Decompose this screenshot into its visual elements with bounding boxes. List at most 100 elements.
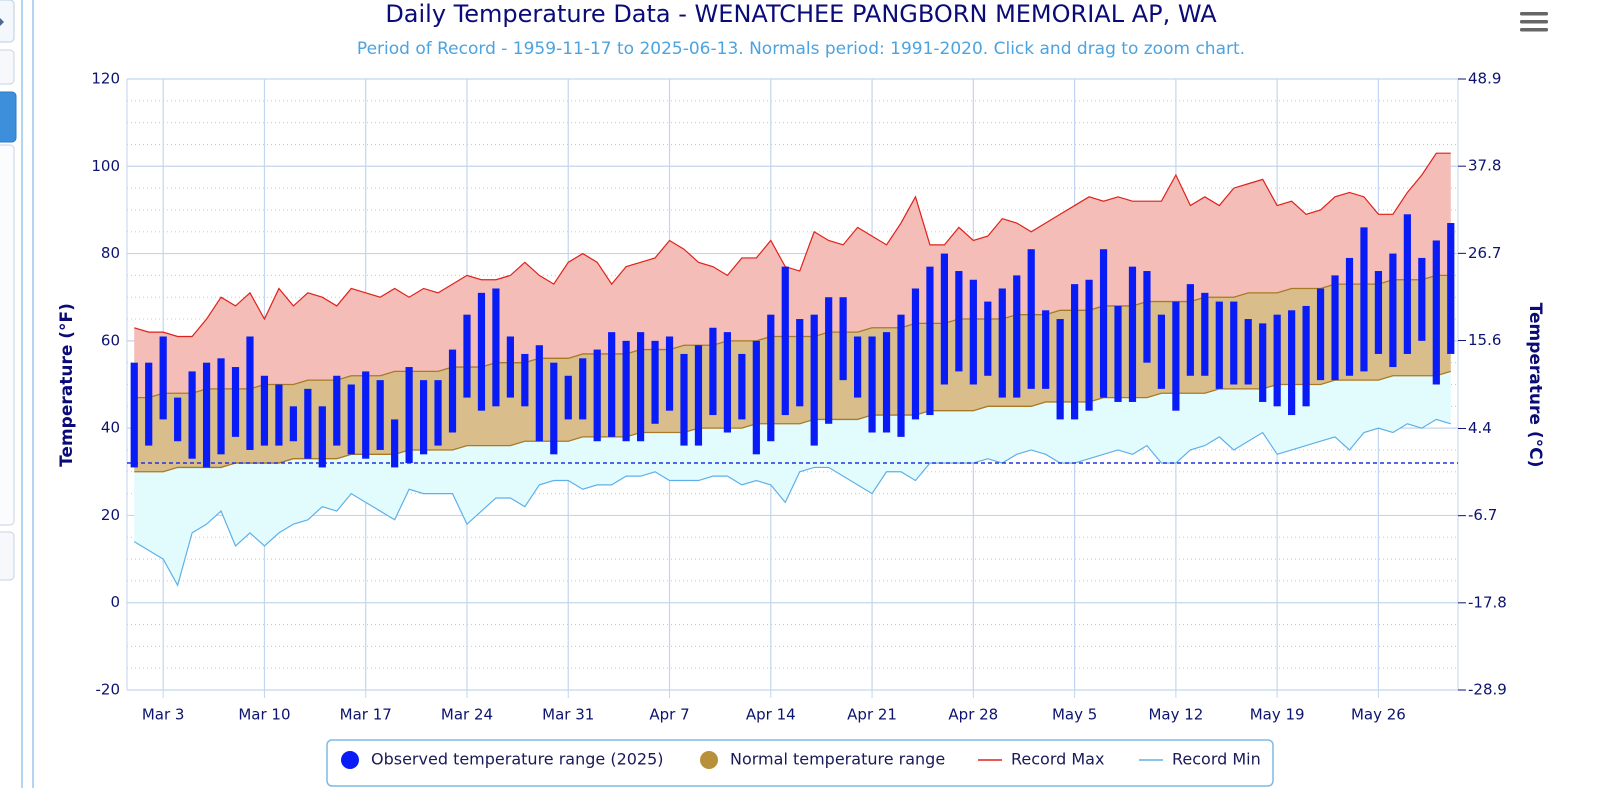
legend-label[interactable]: Record Max [1011,750,1104,769]
x-tick-label: Apr 21 [847,706,897,724]
observed-bar [1027,249,1035,389]
observed-bar [246,336,254,450]
observed-bar [796,319,804,407]
observed-bar [304,388,312,459]
panel-button[interactable] [0,531,15,581]
legend-label[interactable]: Record Min [1172,750,1261,769]
observed-bar [897,314,905,437]
record-max-line [134,152,1451,338]
chart-subtitle: Period of Record - 1959-11-17 to 2025-06… [357,39,1245,59]
observed-bar [318,406,326,468]
panel-button[interactable] [0,0,15,43]
side-panel [0,0,34,788]
observed-bar [738,353,746,420]
observed-bar [1403,214,1411,354]
observed-bar [752,340,760,455]
observed-bar [825,297,833,424]
observed-bar [260,375,269,446]
observed-bar [289,406,297,442]
observed-bar [723,332,731,433]
observed-bar [1157,314,1166,389]
observed-bar [231,367,240,437]
observed-bar [1331,275,1339,381]
observed-bar [868,336,876,433]
observed-bar [1230,301,1238,385]
observed-bar [333,375,341,446]
observed-bar [1389,253,1397,368]
y2-tick-label: 4.4 [1468,419,1492,437]
observed-bar [1418,257,1426,341]
x-tick-label: Mar 31 [542,706,594,724]
observed-bar [492,288,500,407]
observed-bar [1128,266,1137,402]
observed-bar [1316,288,1325,381]
panel-button[interactable] [0,49,15,85]
observed-bar [839,297,847,381]
legend-label[interactable]: Observed temperature range (2025) [371,750,664,769]
menu-bar [1520,28,1548,32]
y2-axis-title: Temperature (°C) [1525,303,1545,468]
y2-tick-label: -28.9 [1468,681,1507,699]
record-max-area [134,153,1451,398]
observed-bar [1056,319,1064,420]
y2-tick-label: 26.7 [1468,244,1501,262]
y-tick-label: 80 [101,244,120,262]
chart-title: Daily Temperature Data - WENATCHEE PANGB… [385,0,1217,28]
observed-bar [651,340,659,424]
observed-bar [636,332,645,442]
normal-high-line [134,274,1451,399]
observed-bar [275,384,283,446]
x-tick-label: Apr 28 [948,706,998,724]
y-tick-label: 120 [91,70,120,88]
y-tick-label: -20 [96,681,121,699]
x-tick-label: Apr 14 [746,706,796,724]
observed-bar [550,362,558,455]
observed-bar [174,397,182,442]
observed-bar [1042,310,1050,389]
x-tick-label: May 26 [1351,706,1406,724]
observed-bar [130,362,138,468]
y-tick-label: 100 [91,157,120,175]
observed-bar [521,353,529,407]
observed-bar [1201,292,1209,376]
observed-bar [1302,305,1310,407]
x-tick-label: Apr 7 [649,706,689,724]
menu-bar [1520,12,1548,16]
x-tick-label: May 12 [1148,706,1203,724]
observed-bar [1215,301,1223,389]
observed-bar [564,375,572,420]
observed-bar [1273,314,1281,407]
menu-button[interactable] [1520,12,1548,32]
observed-bar [1172,301,1180,411]
x-tick-label: Mar 24 [441,706,493,724]
observed-bar [1099,249,1108,398]
observed-bar [202,362,211,468]
observed-bar [145,362,153,446]
observed-bar [1186,284,1194,376]
observed-bar [984,301,992,376]
menu-bar [1520,20,1548,24]
panel-arrow [0,18,4,26]
observed-bar [347,384,355,455]
observed-bar [448,349,457,433]
observed-bar [1013,275,1021,398]
observed-bar [579,358,587,420]
observed-bar [391,419,399,468]
panel-button-active[interactable] [0,91,17,143]
x-tick-label: May 19 [1250,706,1305,724]
normal-range-area [134,275,1451,472]
observed-bar [1432,240,1440,385]
legend-label[interactable]: Normal temperature range [730,750,945,769]
observed-bar [217,358,225,455]
observed-bar [188,371,196,459]
panel-box [0,144,15,526]
observed-bar [1259,323,1267,402]
observed-bar [854,336,862,398]
observed-bar [1071,284,1079,420]
observed-bar [1114,305,1122,402]
observed-bar [694,345,703,446]
y-tick-label: 0 [110,593,120,611]
observed-bar [1085,279,1093,411]
